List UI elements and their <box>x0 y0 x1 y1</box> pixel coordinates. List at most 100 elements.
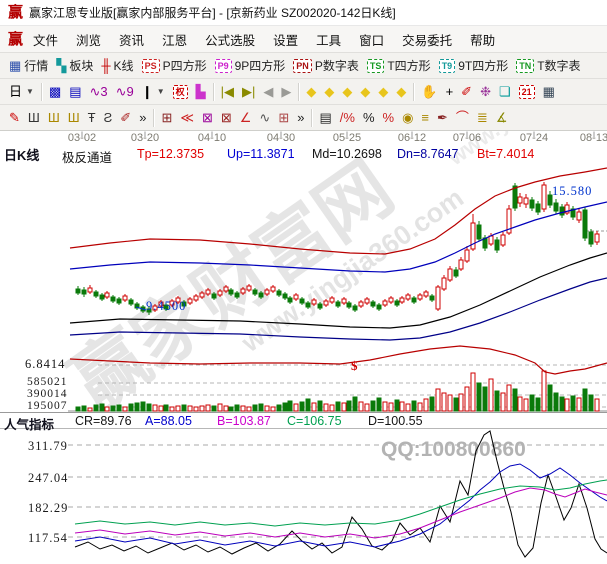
kline-pane-label: 日K线 <box>4 148 40 163</box>
expand-vertical-button[interactable]: ◆ <box>374 84 392 99</box>
shrink-vertical-button[interactable]: ◆ <box>392 84 410 99</box>
percent-slash-button[interactable]: /% <box>336 110 359 125</box>
9p-square-button[interactable]: P9 9P四方形 <box>211 56 290 75</box>
diamond-expand-h-icon: ◆ <box>342 84 353 99</box>
pn-badge-icon: PN <box>293 58 312 73</box>
more-tools-button[interactable]: » <box>135 110 150 125</box>
menu-item-trade[interactable]: 交易委托 <box>402 33 453 48</box>
window-title: 赢家江恩专业版[赢家内部服务平台] - [京新药业 SZ002020-142日K… <box>29 6 396 20</box>
color-analysis-button[interactable]: ▙ <box>192 84 210 99</box>
menu-item-gann[interactable]: 江恩 <box>162 33 188 48</box>
comb-ruler-button[interactable]: Ш <box>24 110 44 125</box>
menu-item-browse[interactable]: 浏览 <box>76 33 102 48</box>
menu-item-tools[interactable]: 工具 <box>316 33 342 48</box>
box-fan-icon: ⊠ <box>201 110 213 125</box>
calendar-button[interactable]: 21 <box>515 84 539 100</box>
box-rays-button[interactable]: ⊠ <box>217 110 236 125</box>
arc-tool-button[interactable]: ⌒ <box>452 110 473 125</box>
goto-end-icon: ▶| <box>242 84 256 99</box>
box-fan-button[interactable]: ⊠ <box>198 110 217 125</box>
toolbar-separator <box>413 82 415 101</box>
calendar-icon: 21 <box>518 84 535 99</box>
memo-button[interactable]: ▤ <box>65 84 85 99</box>
volume-axis-label-0: 585021 <box>27 376 68 388</box>
gold-ruler2-icon: Ш <box>67 110 80 125</box>
shift-left-button[interactable]: ◆ <box>302 84 320 99</box>
rights-adjust-button[interactable]: 权 <box>169 84 192 100</box>
percent-line-button[interactable]: % <box>379 110 399 125</box>
p-square-label: P四方形 <box>162 59 207 73</box>
channel-legend-value-1: Up=11.3871 <box>227 147 295 161</box>
menu-item-news[interactable]: 资讯 <box>119 33 145 48</box>
single-candle-icon: ❙ <box>141 84 153 99</box>
angle-tool-button[interactable]: ∡ <box>492 110 512 125</box>
gann-shape-button[interactable]: ❉ <box>476 84 495 99</box>
shrink-horizontal-button[interactable]: ◆ <box>356 84 374 99</box>
fan-lines-button[interactable]: ≪ <box>176 110 198 125</box>
f-ruler-button[interactable]: Ŧ <box>84 110 100 125</box>
market-quotes-button[interactable]: ▦ 行情 <box>5 56 52 75</box>
p-square-button[interactable]: PS P四方形 <box>138 56 211 75</box>
t-table-button[interactable]: TN T数字表 <box>512 56 584 75</box>
t-square-button[interactable]: TS T四方形 <box>363 56 435 75</box>
menu-item-file[interactable]: 文件 <box>33 33 59 48</box>
goto-start-button[interactable]: |◀ <box>217 84 238 99</box>
sectors-button[interactable]: ▚ 板块 <box>52 56 97 75</box>
gann-box-button[interactable]: ⊞ <box>157 110 176 125</box>
gold-line-button[interactable]: ≡ <box>417 110 433 125</box>
grid-tool-button[interactable]: ⊞ <box>274 110 293 125</box>
candle-style-button[interactable]: ❙ ▼ <box>138 84 169 99</box>
memo-icon: ▤ <box>69 84 82 99</box>
comb-ruler-icon: Ш <box>27 110 40 125</box>
wave-9-button[interactable]: ∿9 <box>112 84 138 99</box>
goto-end-button[interactable]: ▶| <box>238 84 259 99</box>
kline-button[interactable]: ╫ K线 <box>97 56 137 75</box>
pen-ruler-button[interactable]: ✐ <box>116 110 135 125</box>
pen-ruler-icon: ✐ <box>120 110 132 125</box>
indicator-stat-1: A=88.05 <box>145 414 192 428</box>
scale-ruler-button[interactable]: ▤ <box>315 110 335 125</box>
draw-pencil-button[interactable]: ✎ <box>5 110 24 125</box>
menu-items: 文件 浏览 资讯 江恩 公式选股 设置 工具 窗口 交易委托 帮助 <box>24 28 504 51</box>
menu-item-formula-picker[interactable]: 公式选股 <box>205 33 256 48</box>
9t-square-button[interactable]: T9 9T四方形 <box>435 56 513 75</box>
gold-ruler-button[interactable]: Ш <box>44 110 64 125</box>
gold-circle-button[interactable]: ◉ <box>398 110 417 125</box>
prev-screen-button[interactable]: ◀ <box>259 84 277 99</box>
menu-item-settings[interactable]: 设置 <box>273 33 299 48</box>
shift-right-button[interactable]: ◆ <box>320 84 338 99</box>
crosshair-button[interactable]: + <box>442 84 458 99</box>
pencil-flag-icon: ✐ <box>461 84 473 99</box>
chart-area[interactable]: 赢家财富网www.yingjia360.comwww.yingjia360.co… <box>0 130 607 564</box>
color-chart-icon: ▙ <box>195 84 206 99</box>
angle-rays-button[interactable]: ∠ <box>236 110 256 125</box>
gold-bars-button[interactable]: ≣ <box>473 110 492 125</box>
arc-icon: ⌒ <box>455 110 469 125</box>
chevron-more-icon: » <box>139 110 147 125</box>
expand-horizontal-button[interactable]: ◆ <box>338 84 356 99</box>
gold-ruler-icon: Ш <box>47 110 60 125</box>
quotes-grid-icon: ▦ <box>9 58 22 73</box>
date-tick-label-4: 05-25 <box>332 132 362 144</box>
period-day-button[interactable]: 日 ▼ <box>5 84 38 99</box>
pattern-button[interactable]: ❏ <box>495 84 515 99</box>
calculator-button[interactable]: ▦ <box>539 84 559 99</box>
url-watermark-2: www.yingjia360.com <box>443 131 607 171</box>
mark-line-button[interactable]: ✐ <box>457 84 476 99</box>
market-quotes-label: 行情 <box>24 59 49 73</box>
dense-area-button[interactable]: ▩ <box>45 84 65 99</box>
wave-3-button[interactable]: ∿3 <box>86 84 112 99</box>
t9-badge-icon: T9 <box>438 58 456 73</box>
percent-button[interactable]: % <box>359 110 379 125</box>
pan-button[interactable]: ✋ <box>417 84 441 99</box>
brush-button[interactable]: ✒ <box>433 110 452 125</box>
spiral-ruler-button[interactable]: Ƨ <box>100 110 117 125</box>
menu-item-window[interactable]: 窗口 <box>359 33 385 48</box>
p-table-button[interactable]: PN P数字表 <box>289 56 363 75</box>
menu-item-help[interactable]: 帮助 <box>470 33 496 48</box>
gold-ruler-2-button[interactable]: Ш <box>64 110 84 125</box>
more-tools-2-button[interactable]: » <box>293 110 308 125</box>
box-rays-icon: ⊠ <box>220 110 232 125</box>
next-screen-button[interactable]: ▶ <box>277 84 295 99</box>
zigzag-button[interactable]: ∿ <box>255 110 274 125</box>
